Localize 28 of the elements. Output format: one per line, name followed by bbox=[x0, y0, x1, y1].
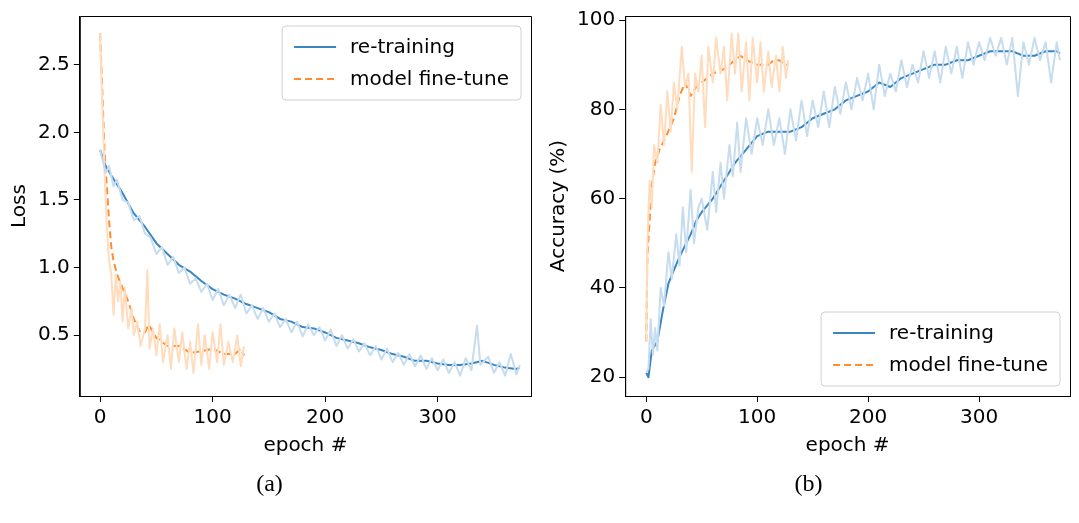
y-tick-label: 40 bbox=[589, 274, 616, 299]
y-tick-label: 0.5 bbox=[37, 321, 70, 346]
y-tick-label: 2.5 bbox=[37, 50, 70, 75]
y-tick-label: 100 bbox=[576, 6, 616, 31]
x-tick-label: 300 bbox=[418, 404, 457, 429]
legend-label: re-training bbox=[350, 34, 455, 59]
y-tick-label: 20 bbox=[589, 363, 616, 388]
y-axis-title: Accuracy (%) bbox=[545, 139, 570, 273]
y-axis-title: Loss bbox=[6, 184, 31, 228]
y-tick-label: 1.5 bbox=[37, 186, 70, 211]
legend-label: model fine-tune bbox=[350, 66, 510, 91]
legend-label: model fine-tune bbox=[889, 352, 1049, 377]
x-axis-title: epoch # bbox=[805, 432, 890, 457]
y-tick-label: 60 bbox=[589, 184, 616, 209]
y-tick-label: 1.0 bbox=[37, 253, 70, 278]
x-tick-label: 100 bbox=[193, 404, 232, 429]
y-tick-label: 80 bbox=[589, 95, 616, 120]
x-tick-label: 200 bbox=[306, 404, 345, 429]
x-axis-title: epoch # bbox=[263, 432, 348, 457]
x-tick-label: 200 bbox=[849, 404, 888, 429]
x-tick-label: 0 bbox=[639, 404, 653, 429]
x-tick-label: 300 bbox=[959, 404, 999, 429]
legend-label: re-training bbox=[889, 320, 994, 345]
x-tick-label: 100 bbox=[738, 404, 777, 429]
y-tick-label: 2.0 bbox=[37, 118, 70, 143]
x-tick-label: 0 bbox=[93, 404, 107, 429]
text: (b) bbox=[793, 470, 824, 497]
text: (a) bbox=[255, 470, 284, 497]
